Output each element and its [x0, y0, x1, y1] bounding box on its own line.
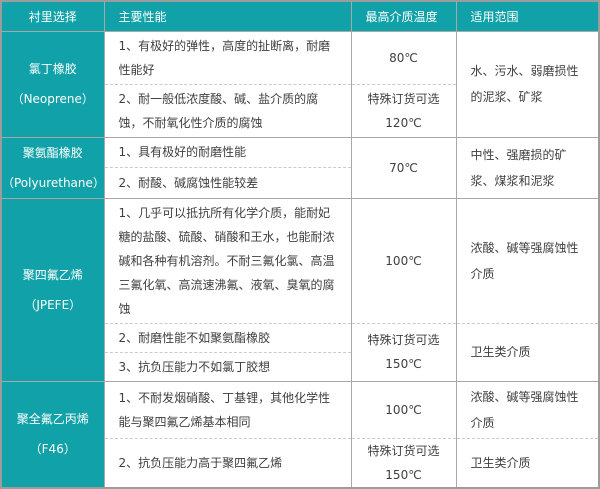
table-row: 聚四氟乙烯 （JPEFE） 1、几乎可以抵抗所有化学介质，能耐妃糖的盐酸、硫酸、… — [1, 198, 600, 382]
temp-line: 120℃ — [385, 115, 422, 130]
lining-cell-polyurethane: 聚氨酯橡胶 （Polyurethane） — [1, 137, 105, 199]
header-cell-lining: 衬里选择 — [1, 1, 105, 32]
header-cell-temperature: 最高介质温度 — [351, 1, 457, 32]
lining-subname: （JPEFE） — [24, 297, 82, 312]
temperature-cell: 80℃ — [351, 31, 457, 85]
table-row: 2、耐一般低浓度酸、碱、盐介质的腐蚀，不耐氧化性介质的腐蚀 特殊订货可选 120… — [1, 84, 599, 138]
lining-name: 聚四氟乙烯 — [22, 267, 83, 282]
range-cell: 浓酸、碱等强腐蚀性介质 — [456, 198, 600, 324]
lining-subname: （F46） — [29, 442, 76, 457]
lining-subname: （Polyurethane） — [2, 175, 104, 190]
temp-line: 150℃ — [385, 357, 422, 371]
performance-cell: 2、耐一般低浓度酸、碱、盐介质的腐蚀，不耐氧化性介质的腐蚀 — [104, 84, 352, 138]
performance-cell: 2、耐磨性能不如聚氨酯橡胶 — [104, 323, 352, 353]
table-row: 2、耐酸、碱腐蚀性能较差 — [1, 167, 599, 199]
lining-subname: （Neoprene） — [11, 92, 94, 106]
lining-cell-jpefe: 聚四氟乙烯 （JPEFE） — [1, 198, 105, 382]
table-row: 3、抗负压能力不如氯丁胶想 — [1, 352, 599, 382]
table-row: 聚氨酯橡胶 （Polyurethane） 1、具有极好的耐磨性能 70℃ 中性、… — [1, 137, 600, 199]
range-cell: 浓酸、碱等强腐蚀性介质 — [456, 381, 600, 439]
performance-cell: 3、抗负压能力不如氯丁胶想 — [104, 352, 352, 382]
temp-line: 特殊订货可选 — [367, 91, 440, 106]
performance-cell: 2、抗负压能力高于聚四氟乙烯 — [104, 438, 352, 489]
performance-cell: 1、有极好的弹性，高度的扯断离，耐磨性能好 — [104, 31, 352, 85]
lining-cell-neoprene: 氯丁橡胶 （Neoprene） — [1, 31, 105, 138]
header-cell-performance: 主要性能 — [104, 1, 352, 32]
performance-cell: 1、不耐发烟硝酸、丁基锂，其他化学性能与聚四氟乙烯基本相同 — [104, 381, 352, 439]
performance-cell: 1、几乎可以抵抗所有化学介质，能耐妃糖的盐酸、硫酸、硝酸和王水，也能耐浓碱和各种… — [104, 198, 352, 324]
lining-name: 聚全氟乙丙烯 — [16, 412, 89, 427]
temp-line: 150℃ — [385, 467, 422, 482]
temperature-cell: 特殊订货可选 150℃ — [351, 438, 457, 489]
lining-name: 聚氨酯橡胶 — [22, 145, 83, 160]
temperature-cell: 70℃ — [351, 137, 457, 199]
range-cell: 水、污水、弱磨损性的泥浆、矿浆 — [456, 31, 600, 138]
lining-cell-f46: 聚全氟乙丙烯 （F46） — [1, 381, 105, 489]
range-cell: 卫生类介质 — [456, 323, 600, 382]
temperature-cell: 100℃ — [351, 198, 457, 324]
performance-cell: 2、耐酸、碱腐蚀性能较差 — [104, 167, 352, 199]
temp-line: 特殊订货可选 — [367, 443, 440, 458]
table-row: 氯丁橡胶 （Neoprene） 1、有极好的弹性，高度的扯断离，耐磨性能好 80… — [1, 31, 600, 138]
table-row: 2、耐磨性能不如聚氨酯橡胶 特殊订货可选 150℃ 卫生类介质 — [1, 323, 600, 382]
range-cell: 中性、强磨损的矿浆、煤浆和泥浆 — [456, 137, 600, 199]
lining-name: 氯丁橡胶 — [28, 62, 77, 76]
range-cell: 卫生类介质 — [456, 438, 600, 489]
header-row: 衬里选择 主要性能 最高介质温度 适用范围 — [1, 1, 600, 32]
temp-line: 特殊订货可选 — [367, 333, 440, 347]
header-cell-range: 适用范围 — [456, 1, 600, 32]
temperature-cell: 特殊订货可选 150℃ — [351, 323, 457, 382]
table-row: 聚全氟乙丙烯 （F46） 1、不耐发烟硝酸、丁基锂，其他化学性能与聚四氟乙烯基本… — [1, 381, 600, 489]
temperature-cell: 特殊订货可选 120℃ — [351, 84, 457, 138]
performance-cell: 1、具有极好的耐磨性能 — [104, 137, 352, 168]
temperature-cell: 100℃ — [351, 381, 457, 439]
